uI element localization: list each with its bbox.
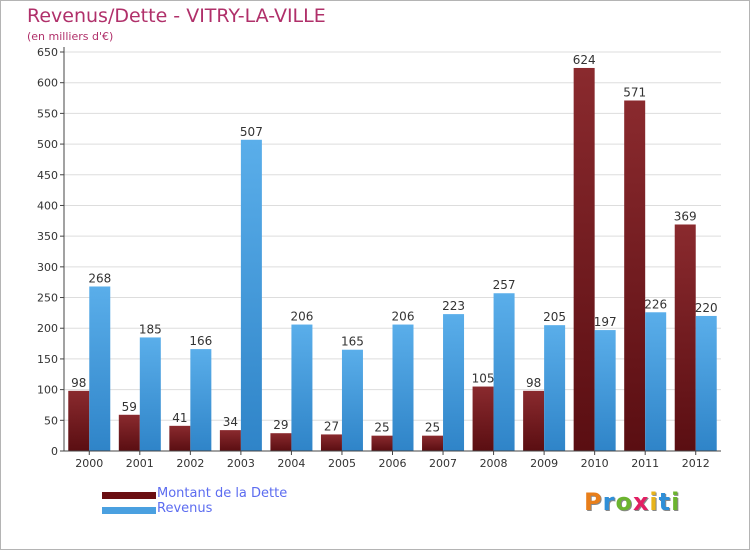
- legend-swatch-revenus: [102, 507, 156, 514]
- data-label-revenus: 223: [442, 299, 465, 313]
- y-tick-label: 500: [37, 138, 58, 151]
- x-tick-label: 2002: [176, 457, 204, 470]
- bar-dette: [371, 435, 393, 451]
- data-label-revenus: 166: [189, 334, 212, 348]
- bar-dette: [68, 390, 90, 451]
- x-tick-label: 2008: [480, 457, 508, 470]
- data-label-revenus: 206: [392, 310, 415, 324]
- data-label-revenus: 226: [644, 297, 667, 311]
- x-tick-label: 2000: [75, 457, 103, 470]
- chart-subtitle: (en milliers d'€): [27, 30, 114, 43]
- x-tick-label: 2012: [682, 457, 710, 470]
- bar-revenus: [544, 325, 566, 451]
- data-label-dette: 41: [172, 411, 187, 425]
- data-label-dette: 624: [573, 53, 596, 67]
- chart-title: Revenus/Dette - VITRY-LA-VILLE: [27, 5, 326, 27]
- data-label-dette: 29: [273, 418, 288, 432]
- x-tick-label: 2005: [328, 457, 356, 470]
- bar-revenus: [341, 349, 363, 451]
- bar-dette: [422, 435, 444, 451]
- bar-dette: [270, 433, 292, 451]
- data-label-revenus: 197: [594, 315, 617, 329]
- bar-revenus: [190, 349, 212, 451]
- data-label-revenus: 165: [341, 335, 364, 349]
- x-tick-label: 2010: [581, 457, 609, 470]
- bar-revenus: [695, 315, 717, 451]
- data-label-dette: 98: [71, 376, 86, 390]
- bar-dette: [320, 434, 342, 451]
- y-tick-label: 50: [44, 414, 58, 427]
- y-tick-label: 550: [37, 107, 58, 120]
- y-tick-label: 350: [37, 230, 58, 243]
- bar-dette: [674, 224, 696, 451]
- data-label-revenus: 206: [290, 310, 313, 324]
- data-label-dette: 59: [122, 400, 137, 414]
- y-tick-label: 200: [37, 322, 58, 335]
- logo-letter: P: [584, 488, 603, 516]
- bar-revenus: [139, 337, 161, 451]
- data-label-dette: 34: [223, 415, 238, 429]
- bar-dette: [472, 386, 494, 451]
- data-label-revenus: 185: [139, 322, 162, 336]
- logo-letter: r: [602, 488, 616, 516]
- legend-label-revenus: Revenus: [157, 501, 213, 516]
- bar-dette: [624, 100, 646, 452]
- bar-dette: [118, 414, 140, 451]
- y-tick-label: 100: [37, 384, 58, 397]
- proxiti-logo: Proxiti: [584, 488, 680, 516]
- bar-revenus: [443, 314, 465, 451]
- bar-dette: [523, 390, 545, 451]
- bar-revenus: [291, 324, 313, 451]
- data-label-revenus: 257: [493, 278, 516, 292]
- data-label-dette: 27: [324, 419, 339, 433]
- data-label-dette: 369: [674, 209, 697, 223]
- bar-revenus: [392, 324, 414, 451]
- y-tick-label: 250: [37, 292, 58, 305]
- x-tick-label: 2011: [631, 457, 659, 470]
- data-label-revenus: 507: [240, 125, 263, 139]
- bar-revenus: [594, 330, 616, 451]
- x-tick-label: 2006: [379, 457, 407, 470]
- logo-letter: i: [671, 488, 681, 516]
- y-tick-label: 400: [37, 199, 58, 212]
- bar-revenus: [645, 312, 667, 451]
- logo-letter: x: [632, 488, 650, 516]
- x-tick-label: 2003: [227, 457, 255, 470]
- legend-label-dette: Montant de la Dette: [157, 486, 288, 501]
- logo-letter: t: [658, 488, 672, 516]
- bar-dette: [219, 430, 241, 451]
- data-label-revenus: 220: [695, 301, 718, 315]
- bar-dette: [573, 67, 595, 452]
- x-tick-label: 2007: [429, 457, 457, 470]
- y-tick-label: 650: [37, 46, 58, 59]
- logo-letter: i: [649, 488, 659, 516]
- x-tick-label: 2009: [530, 457, 558, 470]
- x-tick-label: 2004: [277, 457, 305, 470]
- data-label-revenus: 268: [88, 271, 111, 285]
- bar-revenus: [89, 286, 111, 451]
- x-tick-label: 2001: [126, 457, 154, 470]
- y-tick-label: 600: [37, 77, 58, 90]
- logo-letter: o: [615, 488, 633, 516]
- y-tick-label: 450: [37, 169, 58, 182]
- bar-revenus: [240, 139, 262, 451]
- data-label-dette: 98: [526, 376, 541, 390]
- bar-dette: [169, 425, 191, 451]
- data-label-dette: 571: [623, 85, 646, 99]
- y-tick-label: 300: [37, 261, 58, 274]
- data-label-dette: 105: [472, 372, 495, 386]
- data-label-dette: 25: [425, 421, 440, 435]
- y-tick-label: 150: [37, 353, 58, 366]
- legend-swatch-dette: [102, 492, 156, 499]
- data-label-revenus: 205: [543, 310, 566, 324]
- bar-revenus: [493, 293, 515, 451]
- data-label-dette: 25: [374, 421, 389, 435]
- y-tick-label: 0: [51, 445, 58, 458]
